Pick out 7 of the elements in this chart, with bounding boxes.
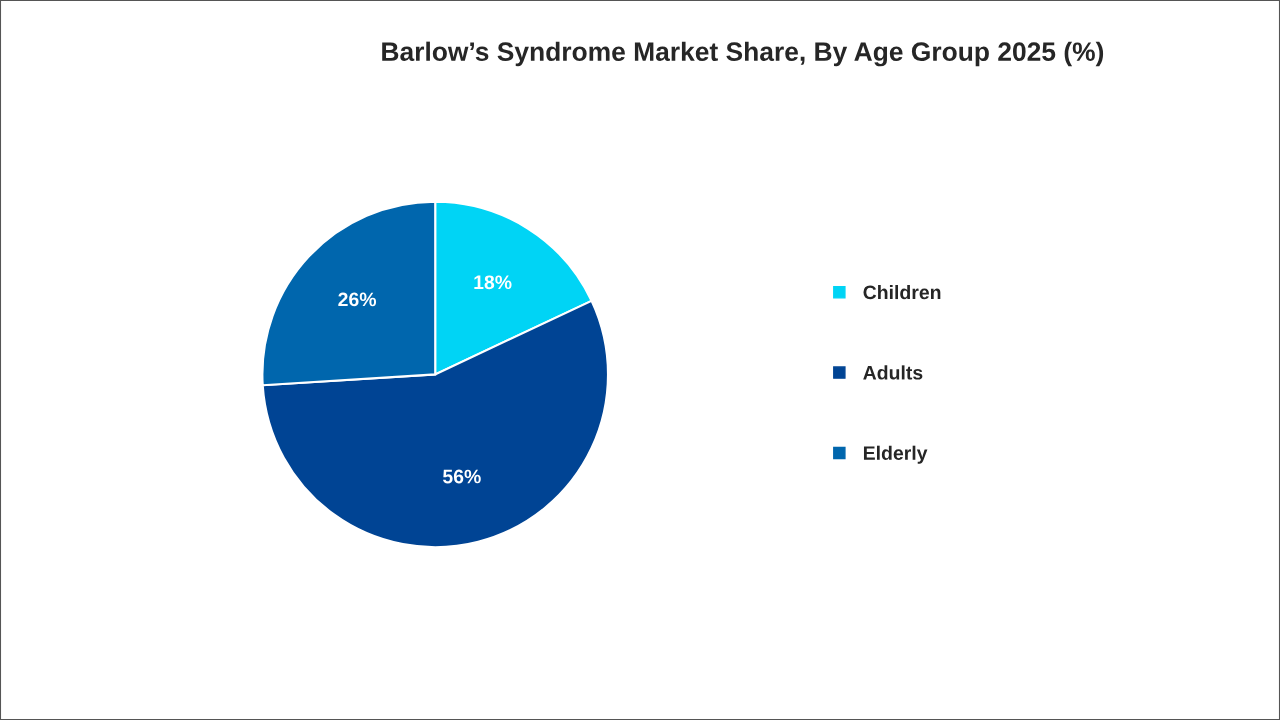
data-label: 56% (442, 469, 481, 484)
legend-label: Elderly (863, 445, 928, 464)
chart-title: Barlow’s Syndrome Market Share, By Age Group 2025 (%) (382, 41, 1104, 67)
legend-label: Children (863, 284, 941, 300)
legend-label: Adults (863, 365, 923, 380)
data-label: 18% (474, 275, 512, 290)
data-label: 26% (338, 292, 377, 307)
